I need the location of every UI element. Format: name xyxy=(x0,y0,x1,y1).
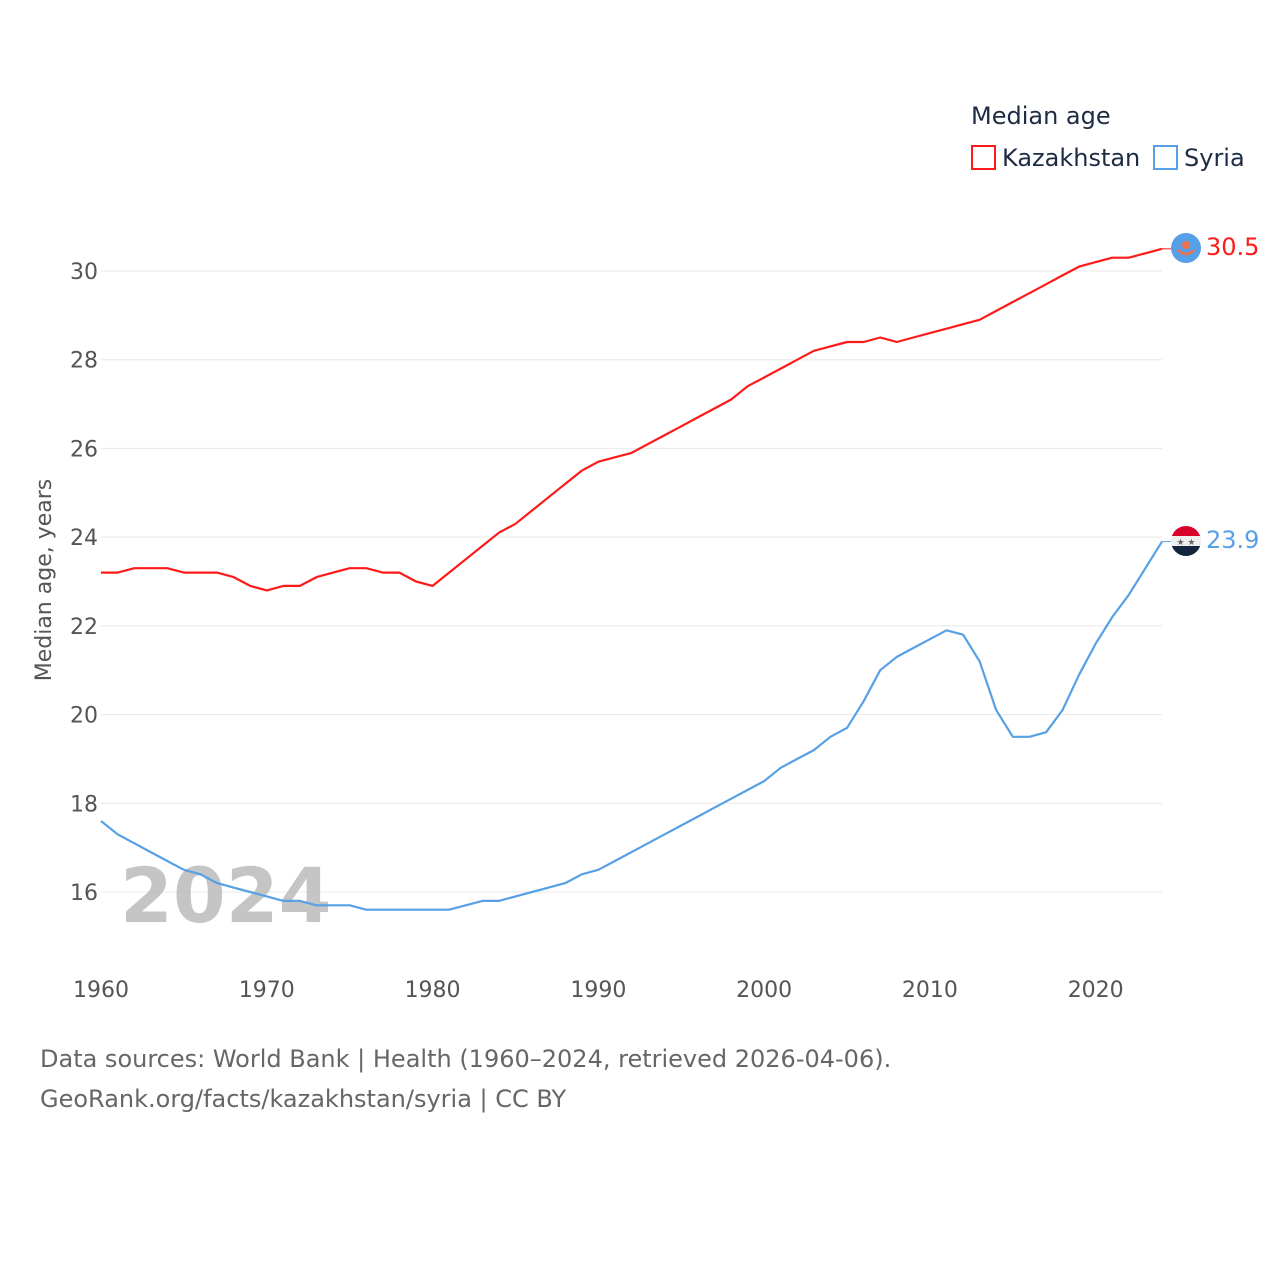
y-tick-label: 20 xyxy=(70,704,98,729)
legend-swatch xyxy=(1153,145,1178,170)
legend-item-syria[interactable]: Syria xyxy=(1153,144,1245,172)
legend-label: Syria xyxy=(1184,144,1245,172)
y-axis-label: Median age, years xyxy=(32,479,57,682)
series-line-kazakhstan[interactable] xyxy=(101,247,1163,592)
y-tick-label: 24 xyxy=(70,526,98,551)
legend-item-kazakhstan[interactable]: Kazakhstan xyxy=(971,144,1140,172)
x-tick-label: 1980 xyxy=(405,978,461,1003)
attribution-link[interactable]: GeoRank.org/facts/kazakhstan/syria | CC … xyxy=(40,1085,567,1113)
y-tick-label: 28 xyxy=(70,349,98,374)
series-line-syria[interactable] xyxy=(100,541,1163,911)
x-tick-label: 1990 xyxy=(570,978,626,1003)
data-source-note: Data sources: World Bank | Health (1960–… xyxy=(40,1045,892,1073)
y-tick-label: 22 xyxy=(70,615,98,640)
x-tick-label: 2020 xyxy=(1068,978,1124,1003)
y-tick-label: 30 xyxy=(70,260,98,285)
end-label-kazakhstan: 30.5 xyxy=(1206,233,1259,261)
end-label-syria: 23.9 xyxy=(1206,526,1259,554)
x-tick-label: 1970 xyxy=(239,978,295,1003)
y-tick-label: 16 xyxy=(70,881,98,906)
x-tick-label: 2010 xyxy=(902,978,958,1003)
x-tick-label: 2000 xyxy=(736,978,792,1003)
y-tick-label: 26 xyxy=(70,437,98,462)
x-tick-label: 1960 xyxy=(73,978,129,1003)
svg-text:★ ★: ★ ★ xyxy=(1177,538,1196,548)
year-watermark: 2024 xyxy=(120,851,332,940)
y-tick-label: 18 xyxy=(70,792,98,817)
kazakhstan-flag-icon xyxy=(1171,233,1201,263)
syria-flag-icon: ★ ★ xyxy=(1171,526,1201,556)
legend-title: Median age xyxy=(971,102,1111,130)
legend-swatch xyxy=(971,145,996,170)
legend-label: Kazakhstan xyxy=(1002,144,1140,172)
